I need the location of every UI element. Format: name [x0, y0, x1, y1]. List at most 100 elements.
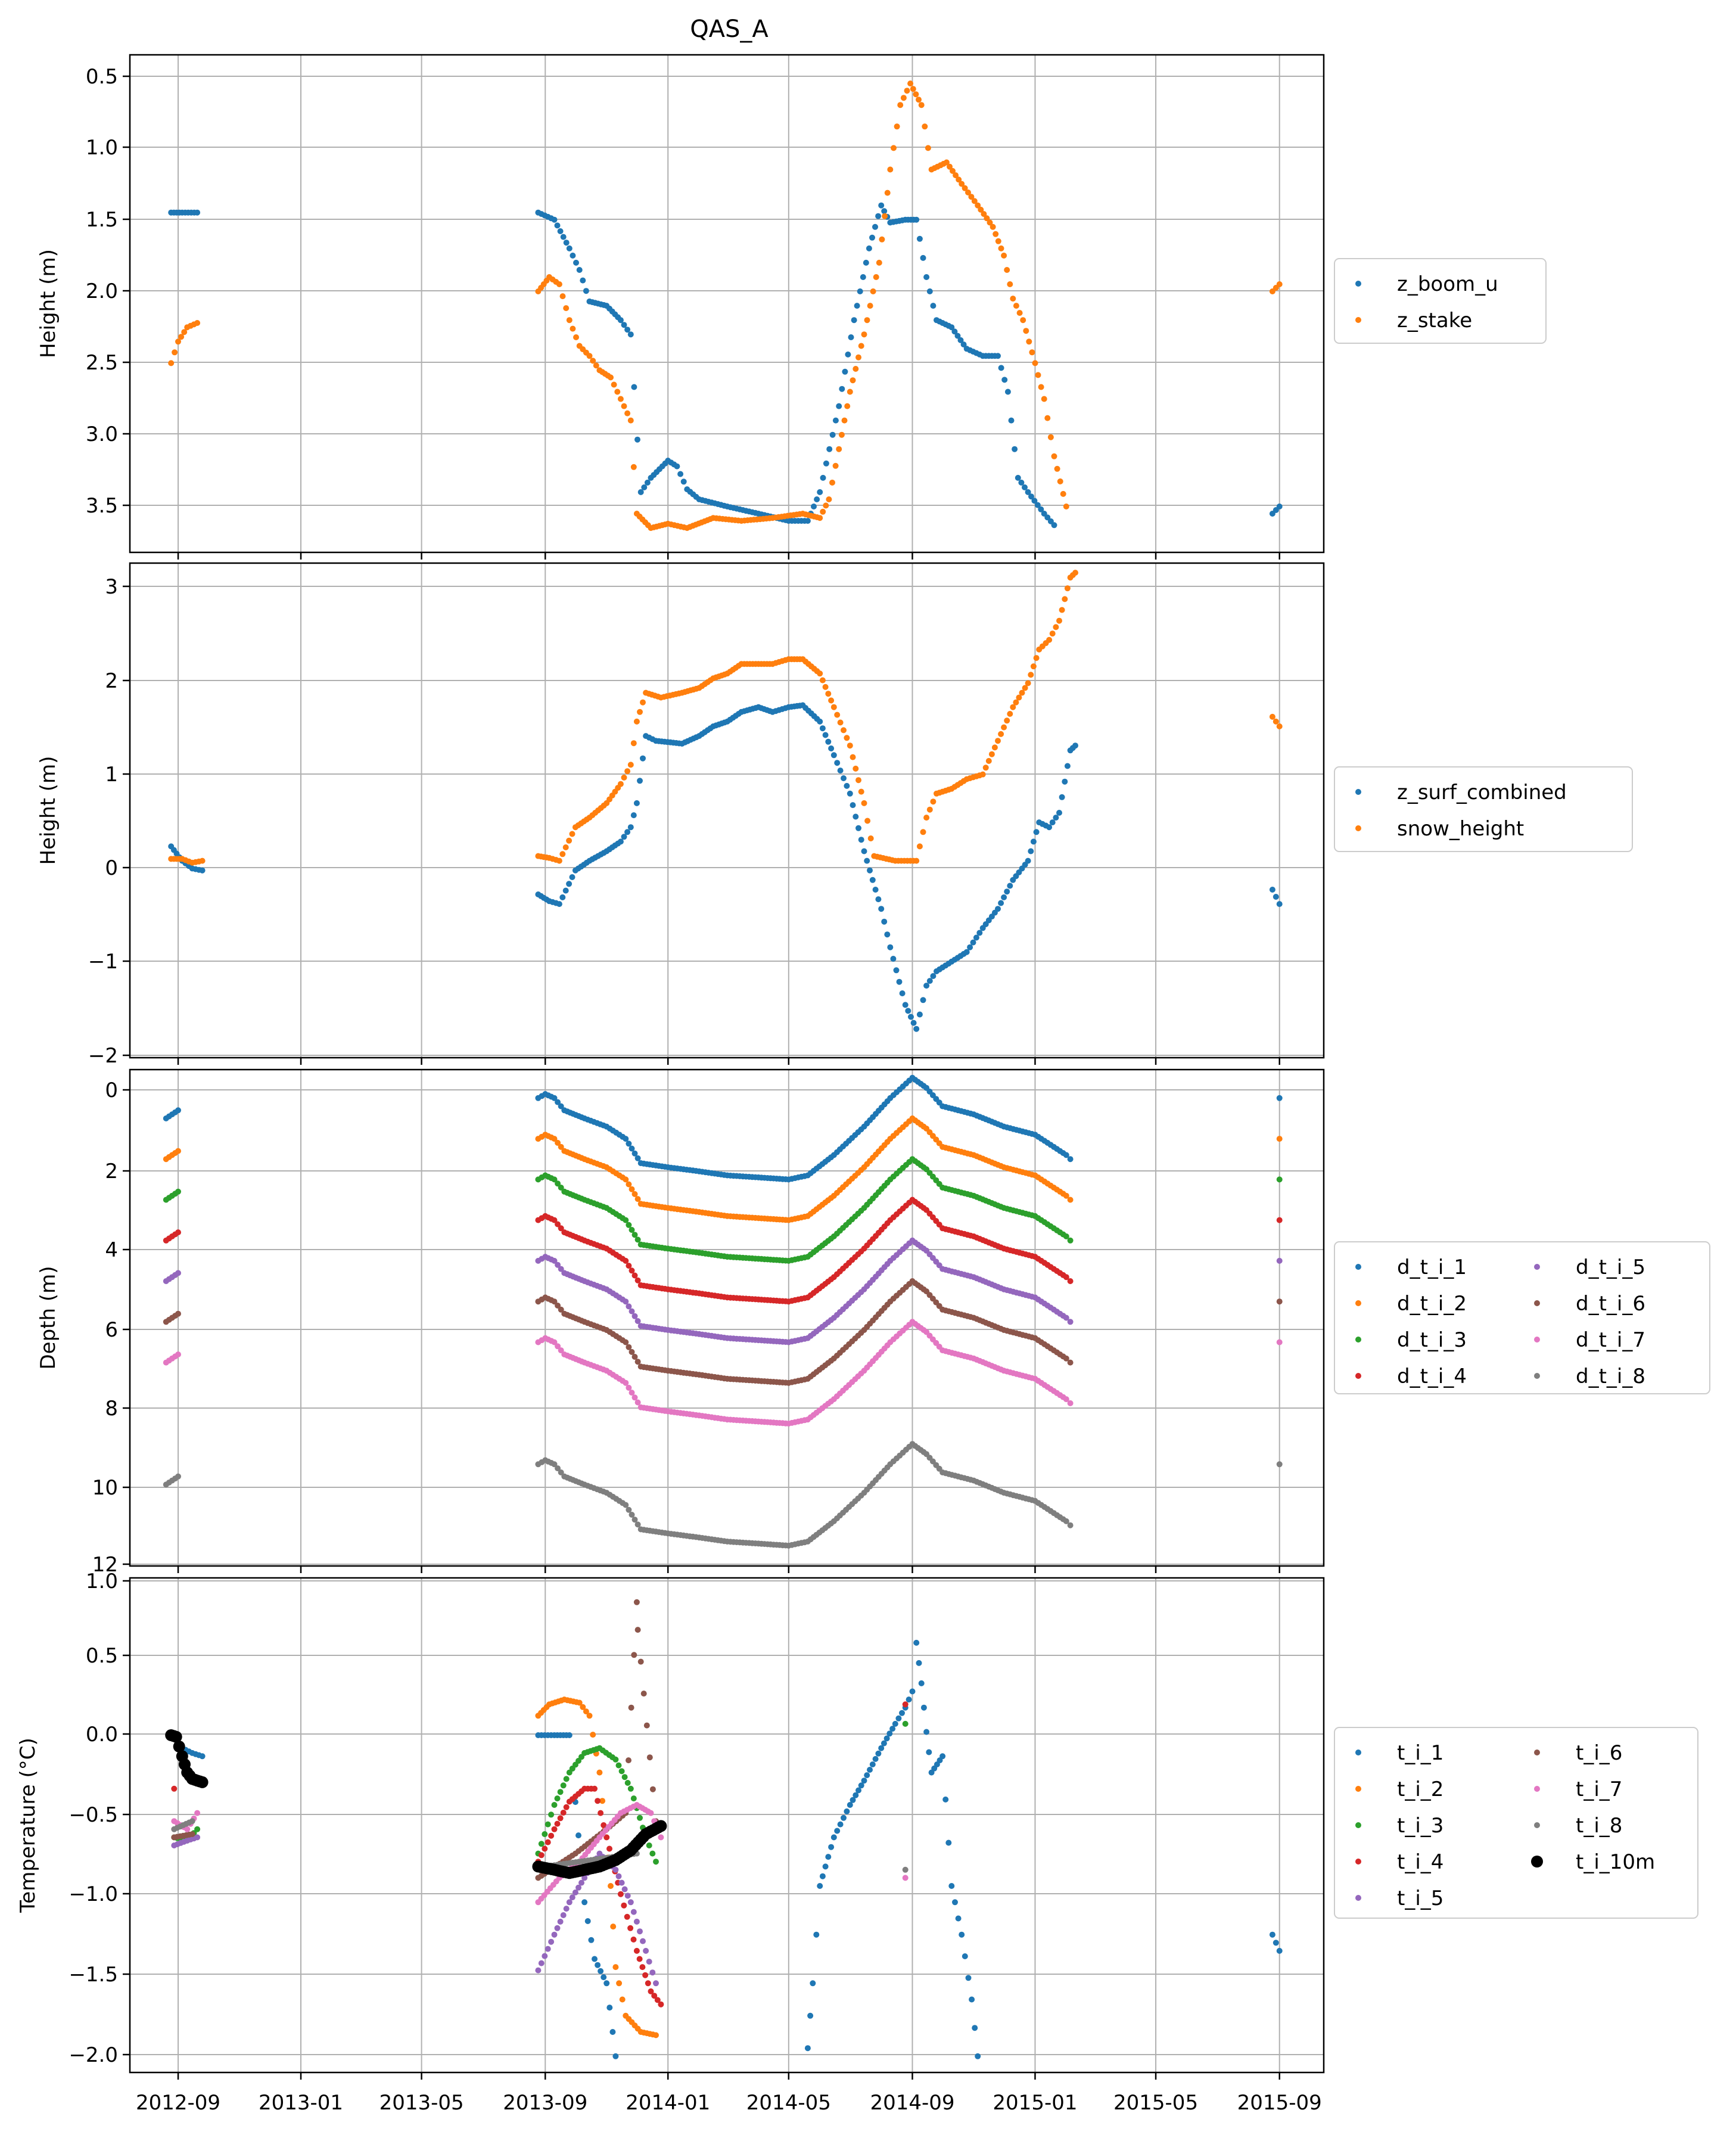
data-point: [578, 1879, 584, 1886]
data-point: [1028, 672, 1034, 678]
data-point: [583, 288, 589, 294]
data-point: [551, 1136, 558, 1142]
data-point: [916, 843, 923, 850]
data-point: [939, 1753, 946, 1760]
legend-label: t_i_8: [1576, 1814, 1622, 1838]
data-point: [599, 1798, 606, 1804]
data-point: [555, 1465, 561, 1472]
data-point: [955, 1915, 962, 1922]
data-point: [970, 939, 976, 946]
data-point: [558, 1143, 564, 1150]
data-point: [175, 338, 181, 345]
data-point: [621, 1774, 628, 1780]
data-point: [995, 353, 1001, 359]
data-point: [883, 1735, 890, 1742]
data-point: [869, 877, 876, 883]
data-point: [1020, 317, 1026, 324]
data-point: [680, 478, 687, 485]
y-tick-label: −1: [88, 950, 118, 974]
legend-label: d_t_i_3: [1397, 1328, 1467, 1352]
data-point: [631, 1313, 638, 1319]
data-point: [634, 1627, 641, 1633]
data-point: [1030, 838, 1037, 845]
data-point: [1063, 504, 1069, 509]
data-point: [563, 240, 570, 246]
data-point: [619, 1996, 626, 2003]
data-point: [1004, 717, 1010, 724]
data-point: [1056, 810, 1062, 816]
data-point: [826, 446, 833, 452]
data-point: [959, 181, 965, 187]
data-point: [1276, 504, 1283, 509]
data-point: [1063, 1396, 1069, 1403]
legend-entry-t_i_10m: t_i_10m: [1531, 1850, 1655, 1874]
data-point: [606, 2005, 613, 2011]
data-point: [850, 802, 856, 809]
x-tick-label: 2014-05: [746, 2091, 831, 2115]
data-point: [1276, 1298, 1283, 1305]
data-point: [178, 334, 185, 340]
data-point: [566, 1732, 573, 1738]
legend-label: t_i_5: [1397, 1887, 1443, 1910]
data-point: [1276, 1257, 1283, 1264]
data-point: [847, 389, 853, 395]
data-point: [627, 1899, 634, 1906]
data-point: [844, 403, 851, 409]
data-point: [1046, 636, 1053, 643]
data-point: [1056, 617, 1062, 624]
data-point: [844, 782, 850, 789]
data-point: [612, 1866, 619, 1873]
data-point: [1018, 479, 1025, 486]
x-tick-label: 2013-05: [379, 2091, 464, 2115]
data-point: [566, 881, 573, 887]
data-point: [617, 317, 624, 324]
x-tick-labels: 2012-09 2013-01 2013-05 2013-09 2014-01 2014-…: [136, 2091, 1322, 2115]
data-point: [566, 1899, 573, 1906]
data-point: [1033, 655, 1040, 661]
data-point: [175, 1229, 181, 1236]
data-point: [956, 176, 962, 183]
data-point: [626, 1384, 632, 1391]
data-point: [1067, 1359, 1074, 1366]
data-point: [962, 1953, 968, 1959]
data-point: [853, 813, 859, 820]
data-point: [930, 303, 937, 309]
data-point: [990, 223, 996, 230]
data-point: [1016, 694, 1022, 701]
data-point: [837, 1821, 844, 1828]
data-point: [857, 288, 863, 294]
data-point: [867, 1767, 873, 1773]
data-point: [1041, 396, 1047, 402]
data-point: [637, 489, 644, 495]
legend-label: d_t_i_7: [1576, 1328, 1645, 1352]
data-point: [850, 1797, 856, 1803]
data-point: [593, 362, 599, 369]
data-point: [624, 768, 631, 775]
data-point: [633, 1918, 640, 1925]
data-point: [559, 894, 566, 900]
data-point: [954, 333, 961, 339]
data-point: [189, 1818, 195, 1825]
data-point: [902, 1866, 909, 1873]
data-point: [1030, 663, 1037, 670]
legend-marker: [1534, 1300, 1540, 1306]
data-point: [1028, 493, 1034, 500]
data-point: [861, 848, 867, 854]
data-point: [947, 163, 953, 170]
data-point: [570, 252, 576, 259]
data-point: [1269, 713, 1275, 720]
data-point: [825, 738, 832, 745]
data-point: [1072, 742, 1078, 749]
series-snow_height: [168, 570, 1283, 866]
data-point: [853, 1792, 859, 1798]
data-point: [175, 1107, 181, 1114]
data-point: [628, 1704, 634, 1711]
data-point: [829, 479, 835, 486]
data-point: [551, 1826, 558, 1832]
data-point: [1016, 310, 1023, 316]
data-point: [653, 2032, 659, 2039]
data-point: [807, 2012, 814, 2019]
axes-frame: [129, 562, 1325, 1059]
y-tick-label: 12: [92, 1553, 118, 1577]
